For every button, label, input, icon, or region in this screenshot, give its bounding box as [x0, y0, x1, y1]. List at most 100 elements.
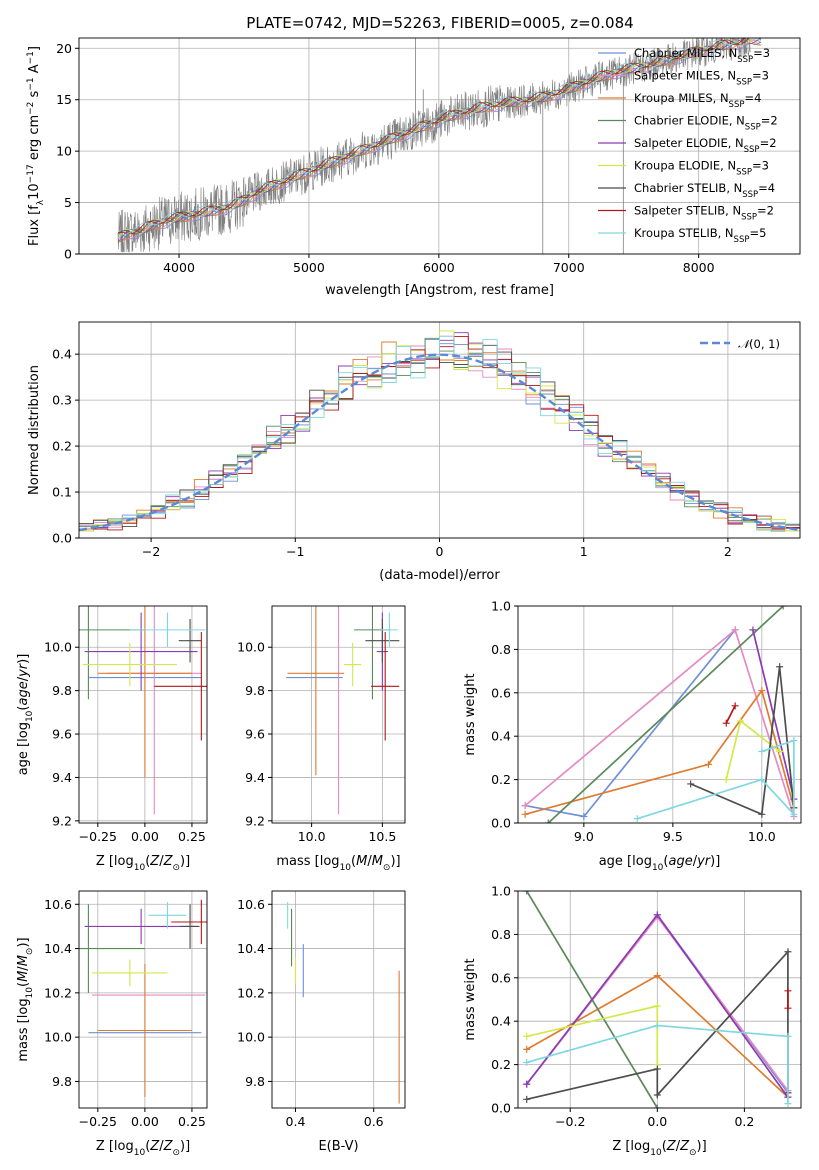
weight-marker [653, 1091, 661, 1099]
x-tick-label: 2 [724, 544, 732, 559]
errorbar-point [79, 606, 145, 700]
y-tick-label: 0.2 [52, 439, 72, 454]
y-tick-label: 0.0 [491, 816, 511, 831]
observed-spectrum-line [117, 38, 751, 253]
x-tick-label: −1 [286, 544, 304, 559]
y-tick-label: 0.2 [491, 772, 511, 787]
errorbar-point [82, 642, 177, 687]
weight-marker [653, 1002, 661, 1010]
y-tick-label: 10.2 [237, 985, 265, 1000]
weight-marker [523, 1080, 531, 1088]
weight-marker [758, 776, 766, 784]
y-tick-label: 10.0 [44, 1030, 72, 1045]
x-tick-label: 0.0 [647, 1114, 667, 1129]
errorbar-point [129, 612, 206, 648]
x-tick-label: −0.25 [79, 1114, 117, 1129]
panel-mass_vs_ebv: 0.4 0.6 9.8 10.0 10.2 10.4 10.6 E(B-V) [237, 890, 406, 1154]
errorbar-point [148, 902, 187, 929]
errorbar-point [171, 899, 207, 945]
legend-entry: Chabrier STELIB, NSSP=4 [634, 181, 775, 200]
x-tick-label: 9.0 [574, 829, 594, 844]
y-tick-label: 10.4 [44, 941, 72, 956]
axes-frame [78, 37, 801, 255]
histogram-kroupa-stelib [79, 335, 800, 531]
weight-marker [736, 717, 744, 725]
plot-area [523, 891, 792, 1108]
weight-marker [653, 1022, 661, 1030]
weight-marker [784, 1032, 792, 1040]
y-tick-label: 9.4 [245, 770, 265, 785]
y-tick-label: 0.1 [52, 485, 72, 500]
x-tick-label: 4000 [163, 260, 195, 275]
x-axis-label: wavelength [Angstrom, rest frame] [325, 283, 554, 298]
y-tick-label: 0.4 [491, 1014, 511, 1029]
x-tick-label: −0.25 [79, 829, 117, 844]
x-axis-label: Z [log10(Z/Z⊙)] [612, 1139, 706, 1158]
weight-line-kroupa-miles [524, 688, 795, 816]
y-tick-label: 1.0 [491, 599, 511, 614]
weight-marker [790, 737, 798, 745]
y-tick-label: 0.2 [491, 1057, 511, 1072]
weight-marker [523, 1032, 531, 1040]
y-tick-label: 0.6 [491, 685, 511, 700]
x-tick-label: 10.0 [298, 829, 326, 844]
weight-marker [784, 1004, 792, 1012]
weight-line-chabrier-elodie [547, 606, 784, 823]
x-axis-label: Z [log10(Z/Z⊙)] [96, 854, 190, 873]
y-tick-label: 1.0 [491, 884, 511, 899]
figure-title: PLATE=0742, MJD=52263, FIBERID=0005, z=0… [246, 14, 633, 32]
x-tick-label: 10.0 [748, 829, 776, 844]
legend-entry: Chabrier ELODIE, NSSP=2 [634, 114, 778, 133]
weight-marker [722, 719, 730, 727]
x-tick-label: 0.00 [131, 829, 159, 844]
y-tick-label: 10.0 [237, 1030, 265, 1045]
y-tick-label: 15 [56, 92, 72, 107]
y-tick-label: 0.0 [52, 531, 72, 546]
y-axis-label: Flux [fλ10−17 erg cm−2 s−1 A−1] [26, 46, 46, 246]
x-tick-label: 0.6 [364, 1114, 384, 1129]
panel-residuals: −2 −1 0 1 2 0.0 0.1 0.2 0.3 0.4 (data-model)/error… [27, 321, 801, 583]
weight-line-kroupa-stelib [526, 1024, 789, 1104]
y-tick-label: 9.8 [52, 683, 72, 698]
weight-marker [521, 810, 529, 818]
model-kroupa-stelib-line [117, 38, 762, 236]
y-tick-label: 0 [64, 247, 72, 262]
x-tick-label: 0.4 [286, 1114, 306, 1129]
errorbar-point [84, 612, 198, 691]
x-tick-label: 9.5 [663, 829, 683, 844]
legend-entry: Salpeter ELODIE, NSSP=2 [634, 136, 777, 155]
weight-line-salpeter-stelib [725, 705, 736, 724]
weight-marker [784, 948, 792, 956]
errorbar-point [344, 642, 362, 687]
x-tick-label: 1 [580, 544, 588, 559]
errorbar-point [380, 612, 398, 648]
weight-marker [758, 687, 766, 695]
errorbar-point [178, 619, 202, 663]
errorbar-point [79, 904, 145, 993]
axes-frame [78, 321, 801, 539]
x-tick-label: 10.5 [368, 829, 396, 844]
y-tick-label: 9.8 [245, 683, 265, 698]
y-axis-label: mass weight [463, 958, 478, 1040]
y-tick-label: 10.6 [237, 897, 265, 912]
panel-weight_vs_Z: −0.2 0.0 0.2 0.0 0.2 0.4 0.6 0.8 1.0 Z [log10(Z/Z… [463, 884, 802, 1158]
weight-marker [731, 702, 739, 710]
plot-area [286, 606, 400, 815]
y-tick-label: 9.2 [245, 813, 265, 828]
errorbar-point [365, 619, 400, 663]
weight-marker [653, 1104, 661, 1108]
axes-frame [78, 890, 208, 1109]
y-tick-label: 9.2 [52, 813, 72, 828]
legend-entry: Salpeter MILES, NSSP=3 [634, 69, 769, 88]
normal-distribution-curve [79, 353, 800, 532]
model-chabrier-miles-line [117, 39, 762, 240]
legend-entry: Kroupa MILES, NSSP=4 [634, 91, 761, 110]
panel-age_vs_mass: 10.0 10.5 9.2 9.4 9.6 9.8 10.0 mass [log10(M/M⊙… [237, 605, 406, 873]
weight-marker [544, 819, 552, 823]
errorbar-point [371, 632, 400, 741]
x-tick-label: 5000 [293, 260, 325, 275]
weight-marker [523, 891, 531, 895]
y-axis-label: mass [log10(M/M⊙)] [16, 937, 35, 1061]
weight-marker [580, 812, 588, 820]
weight-marker [722, 776, 730, 784]
